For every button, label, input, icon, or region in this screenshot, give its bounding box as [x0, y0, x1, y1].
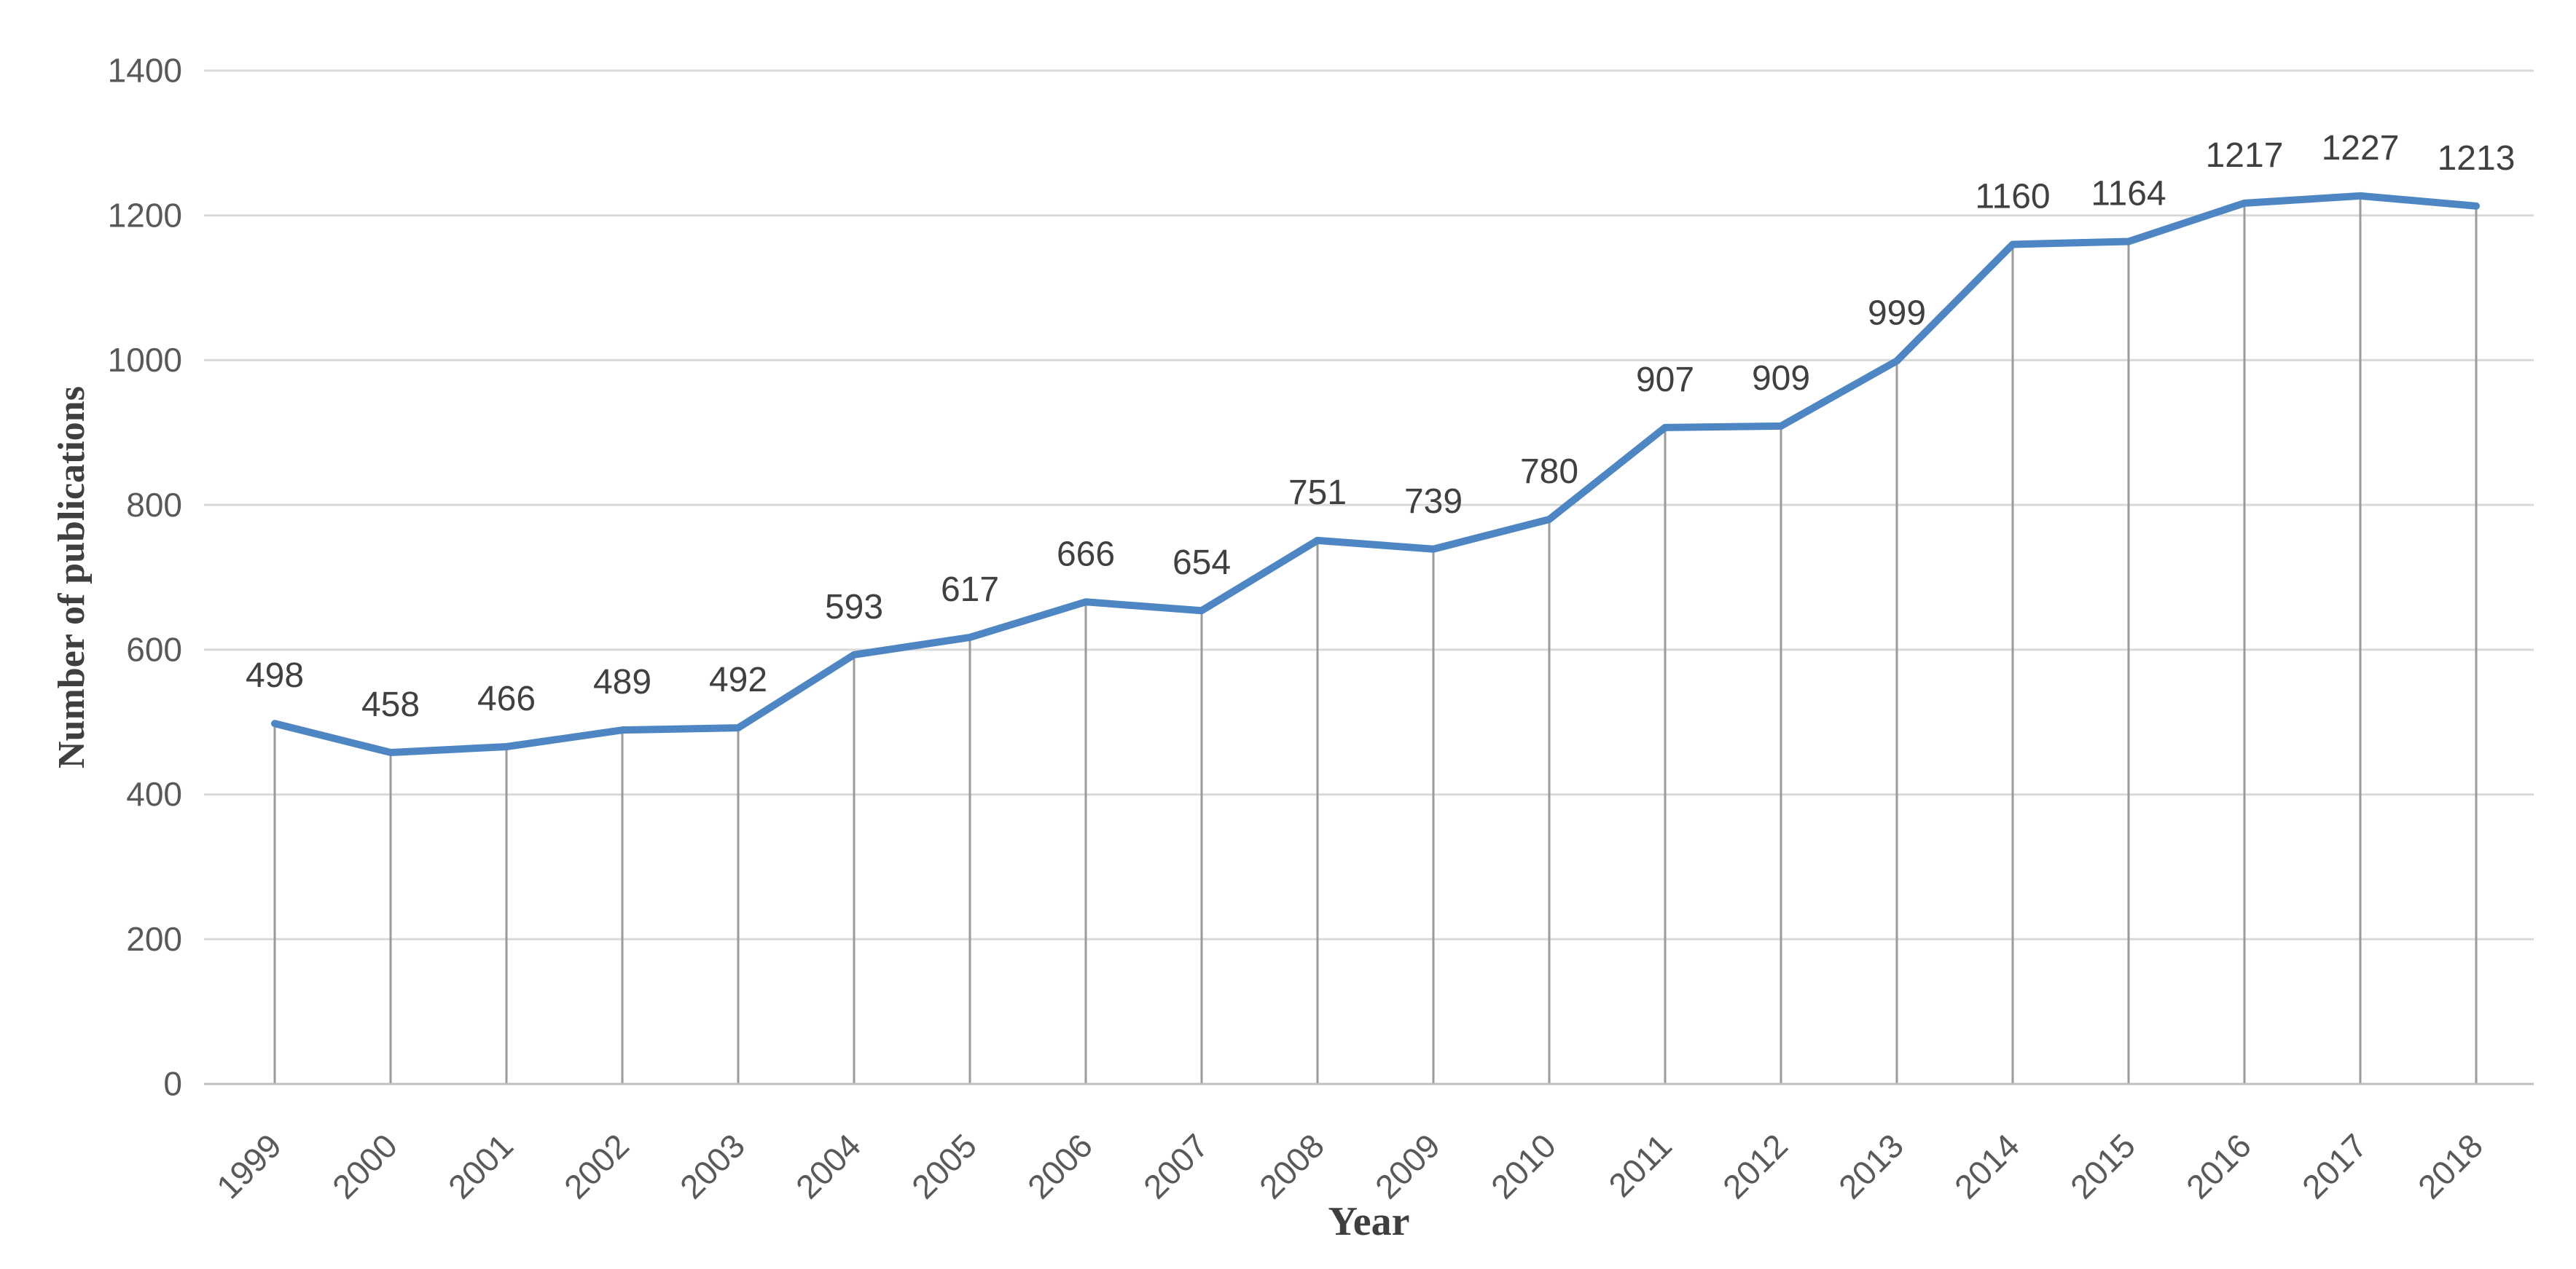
y-tick-label: 600 — [126, 630, 182, 668]
data-point-label: 739 — [1404, 482, 1463, 521]
data-point-label: 654 — [1172, 543, 1231, 582]
data-point-label: 1213 — [2438, 139, 2516, 178]
data-point-label: 492 — [709, 661, 767, 699]
y-tick-label: 0 — [163, 1065, 182, 1103]
series-line-publications — [271, 192, 2480, 756]
data-point-label: 593 — [825, 588, 883, 626]
data-point-label: 466 — [477, 680, 536, 718]
y-tick-label: 1400 — [108, 52, 182, 90]
y-axis-title: Number of publications — [51, 386, 93, 769]
data-point-label: 1227 — [2322, 129, 2400, 168]
y-tick-label: 400 — [126, 775, 182, 813]
x-axis-title: Year — [1328, 1199, 1410, 1244]
data-point-label: 907 — [1636, 361, 1694, 399]
data-point-label: 751 — [1288, 474, 1347, 512]
data-point-label: 498 — [246, 656, 304, 695]
data-point-label: 489 — [593, 663, 651, 702]
data-point-label: 909 — [1752, 359, 1810, 398]
data-point-label: 780 — [1520, 452, 1578, 491]
y-tick-label: 1200 — [108, 196, 182, 234]
data-point-label: 1217 — [2206, 136, 2284, 175]
y-tick-label: 800 — [126, 486, 182, 524]
data-point-label: 1164 — [2091, 174, 2166, 213]
y-tick-label: 1000 — [108, 341, 182, 379]
y-tick-label: 200 — [126, 920, 182, 958]
data-point-label: 1160 — [1975, 177, 2050, 216]
data-point-label: 617 — [941, 570, 999, 609]
data-point-label: 999 — [1868, 294, 1926, 332]
data-point-label: 666 — [1057, 535, 1115, 573]
data-point-label: 458 — [361, 685, 420, 724]
